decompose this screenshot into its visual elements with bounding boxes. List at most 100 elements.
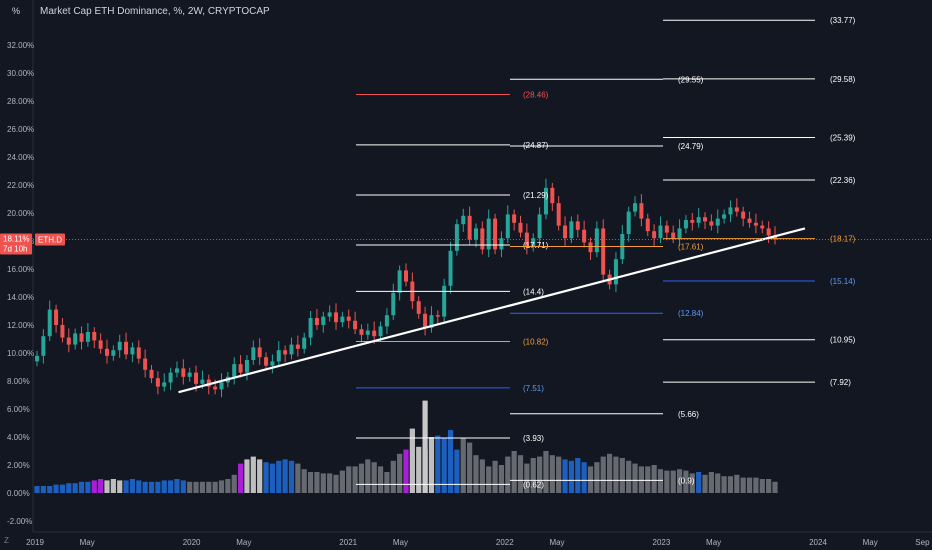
price-level[interactable]: (33.77) [663,16,856,25]
price-level[interactable]: (21.29) [356,191,549,200]
candle [442,278,447,322]
price-level[interactable]: (5.66) [510,410,699,419]
volume-bar [403,449,409,493]
timezone-label[interactable]: Z [4,536,9,545]
volume-bar [416,446,422,493]
volume-bar [212,481,218,493]
candle [155,371,160,395]
volume-bar [409,428,415,493]
price-level[interactable]: (24.87) [356,141,549,150]
price-level[interactable]: (17.61) [510,242,704,251]
volume-bar [136,480,142,493]
volume-bar [244,459,250,493]
candle [353,311,358,335]
price-level[interactable]: (29.58) [663,75,856,84]
x-tick-label: 2021 [339,538,357,547]
volume-bar [327,473,333,493]
y-tick-label: 2.00% [7,461,30,470]
volume-bar [638,466,644,493]
y-tick-label: 20.00% [7,209,34,218]
candle [283,345,288,363]
y-tick-label: 24.00% [7,153,34,162]
volume-bar [734,474,740,493]
candle [601,219,606,283]
price-level-label: (15.14) [830,277,856,286]
volume-bar [428,437,435,493]
symbol-tag: ETH.D [35,233,65,246]
candle [709,214,714,231]
price-level[interactable]: (18.17) [663,235,856,244]
candle [365,323,370,340]
price-level[interactable]: (15.14) [663,277,856,286]
price-level[interactable]: (22.36) [663,176,856,185]
candle [276,341,281,367]
volume-bar [505,456,511,493]
volume-bar [708,472,714,493]
volume-bar [683,470,689,493]
volume-bar [537,456,543,493]
y-tick-label: 8.00% [7,377,30,386]
price-level[interactable]: (17.71) [356,241,549,250]
candle [613,252,618,293]
price-level[interactable]: (0.9) [510,476,695,485]
volume-bar [148,481,155,493]
volume-bar [613,456,619,493]
candle [543,178,548,220]
price-level-label: (14.4) [523,287,544,296]
volume-bar [435,435,441,493]
candle [582,220,587,248]
candle [244,355,249,381]
price-level[interactable]: (7.92) [663,378,851,387]
volume-bar [352,466,358,493]
candle [480,221,485,255]
volume-bar [142,481,148,493]
volume-bar [129,479,136,493]
price-level-label: (29.58) [830,75,856,84]
volume-bar [562,459,568,493]
volume-bar [263,462,269,493]
candle [473,223,478,248]
candle [747,211,752,228]
candle [41,329,46,364]
price-level[interactable]: (0.62) [356,480,544,489]
price-level[interactable]: (10.82) [356,338,549,347]
candle [563,216,568,246]
price-level[interactable]: (12.84) [510,309,704,318]
volume-bar [257,459,263,493]
price-level[interactable]: (24.79) [510,142,704,151]
scale-percent-button[interactable]: % [11,6,20,16]
price-level[interactable]: (28.46) [356,91,549,100]
price-level[interactable]: (14.4) [356,287,544,296]
candle [130,342,135,363]
chart-title: Market Cap ETH Dominance, %, 2W, CRYPTOC… [40,6,270,17]
y-tick-label: 26.00% [7,125,34,134]
y-tick-label: 10.00% [7,349,34,358]
candle [359,324,364,343]
candle [124,332,129,360]
price-level[interactable]: (3.93) [356,434,544,443]
volume-bar [98,479,104,493]
volume-bar [161,480,167,493]
price-level-label: (10.82) [523,338,549,347]
candle [238,355,243,378]
candle [168,367,173,391]
price-level[interactable]: (25.39) [663,134,856,143]
candle [423,306,428,336]
candle [715,209,720,234]
candle [512,209,517,231]
candle [435,310,440,325]
volume-bar [543,451,549,493]
candle [620,224,625,265]
candle [524,223,529,255]
candle [270,354,275,374]
trendline[interactable] [178,227,806,394]
price-level-label: (24.79) [678,142,704,151]
price-level[interactable]: (29.55) [510,75,704,84]
volume-bar [47,486,53,493]
price-level[interactable]: (10.95) [663,336,856,345]
volume-bar [288,460,295,493]
volume-bar [498,465,505,493]
candle [588,237,593,260]
price-level[interactable]: (7.51) [356,384,544,393]
